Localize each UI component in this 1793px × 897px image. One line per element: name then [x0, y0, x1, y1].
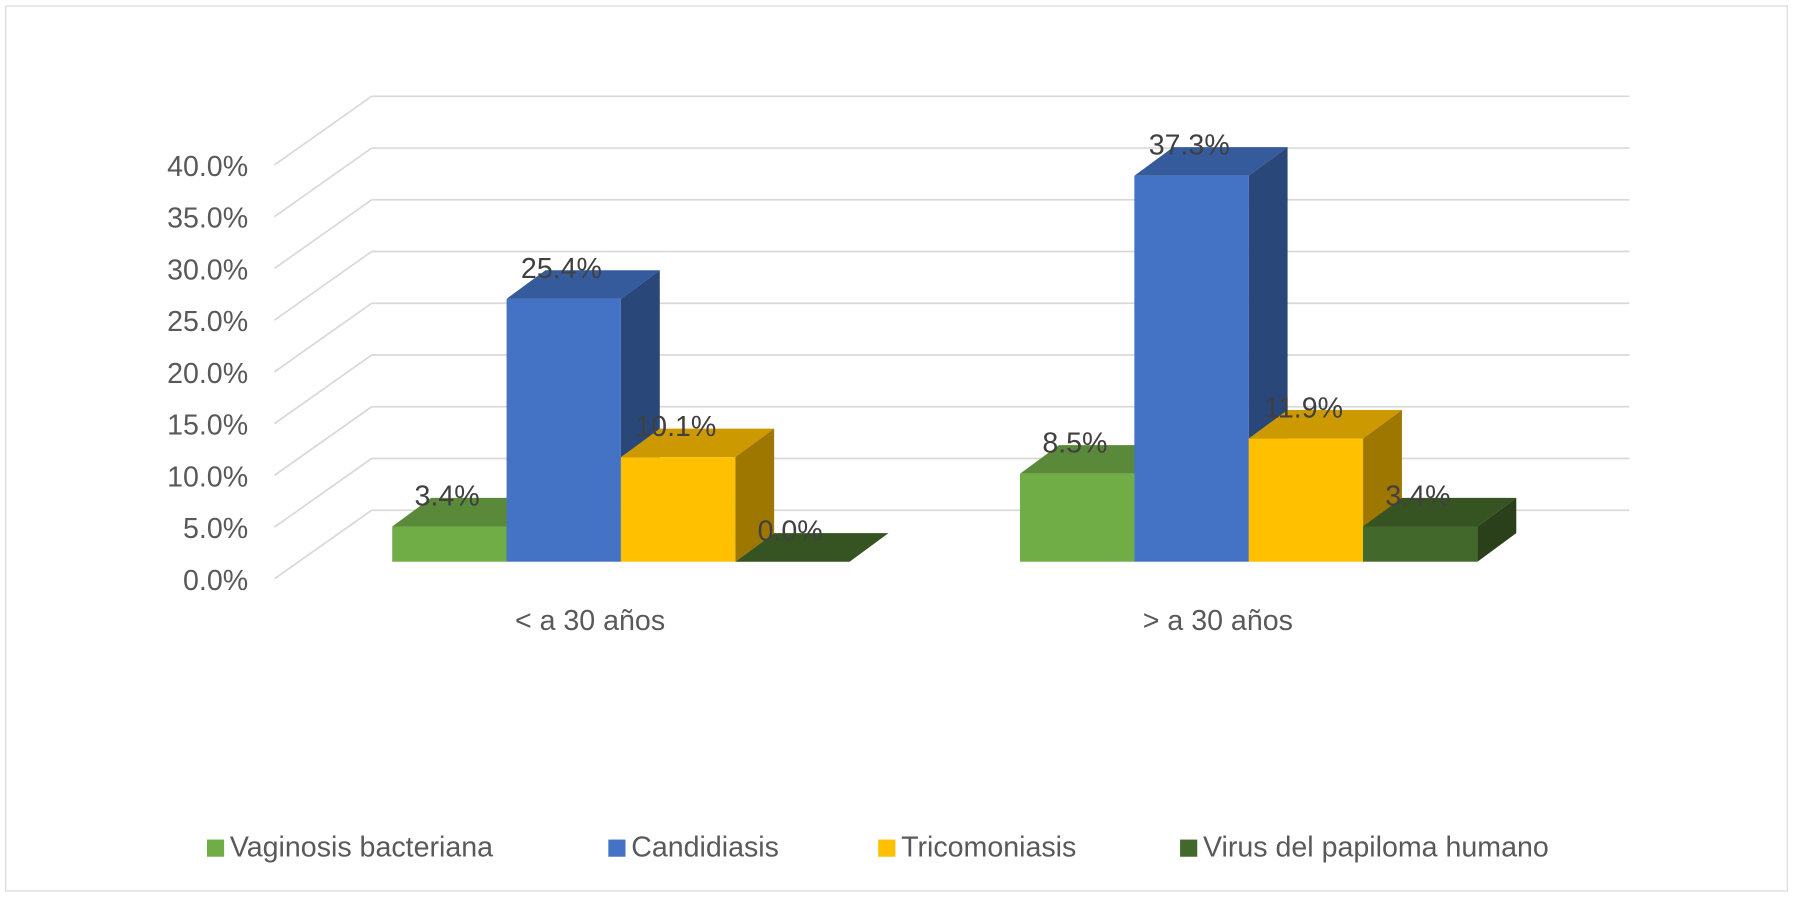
data-label: 10.1%	[635, 411, 716, 443]
y-tick-label: 40.0%	[167, 151, 248, 183]
bar	[1019, 473, 1135, 562]
bar-top	[506, 270, 660, 299]
y-tick-label: 30.0%	[167, 254, 248, 286]
bar	[1248, 438, 1364, 562]
legend-label: Virus del papiloma humano	[1203, 831, 1549, 863]
y-tick-label: 35.0%	[167, 203, 248, 235]
x-tick-label: > a 30 años	[1143, 605, 1293, 637]
grid-line-side	[273, 406, 373, 477]
grid-line-side	[273, 354, 373, 425]
bar-top	[1248, 409, 1402, 439]
chart-border	[5, 5, 1788, 892]
x-tick-label: < a 30 años	[515, 605, 665, 637]
data-label: 25.4%	[521, 253, 602, 285]
y-tick-label: 0.0%	[183, 565, 248, 597]
data-label: 3.4%	[1385, 480, 1450, 512]
bar-top	[1363, 497, 1517, 527]
y-tick-label: 15.0%	[167, 410, 248, 442]
data-label: 0.0%	[758, 516, 823, 548]
grid-line-side	[273, 147, 373, 218]
bar	[506, 298, 621, 562]
y-tick-label: 20.0%	[167, 358, 248, 390]
legend-swatch	[608, 839, 626, 857]
grid-line-side	[273, 457, 373, 528]
data-label: 8.5%	[1042, 428, 1107, 460]
legend-swatch	[1180, 839, 1198, 857]
legend-swatch	[878, 839, 896, 857]
bar-side	[735, 428, 775, 562]
data-label: 11.9%	[1264, 393, 1343, 425]
legend-swatch	[206, 839, 225, 857]
grid-line-side	[273, 250, 373, 321]
bar-top	[735, 533, 889, 562]
data-label: 3.4%	[415, 480, 480, 512]
data-label: 37.3%	[1149, 130, 1230, 162]
bar	[1134, 175, 1249, 562]
y-tick-label: 5.0%	[183, 513, 248, 545]
bar	[620, 457, 736, 562]
grid-line-side	[273, 199, 373, 270]
legend-label: Vaginosis bacteriana	[230, 831, 493, 863]
bar	[1363, 526, 1478, 562]
legend-label: Tricomoniasis	[901, 831, 1076, 863]
grid-line-side	[273, 509, 373, 580]
bar	[392, 526, 507, 562]
grid-line-side	[273, 95, 373, 166]
bar-side	[1477, 497, 1517, 562]
grid-line-side	[273, 302, 373, 373]
bar-top	[1134, 147, 1288, 176]
legend-label: Candidiasis	[631, 831, 779, 863]
y-tick-label: 10.0%	[167, 461, 248, 493]
bar-top	[620, 428, 775, 458]
y-tick-label: 25.0%	[167, 306, 248, 338]
